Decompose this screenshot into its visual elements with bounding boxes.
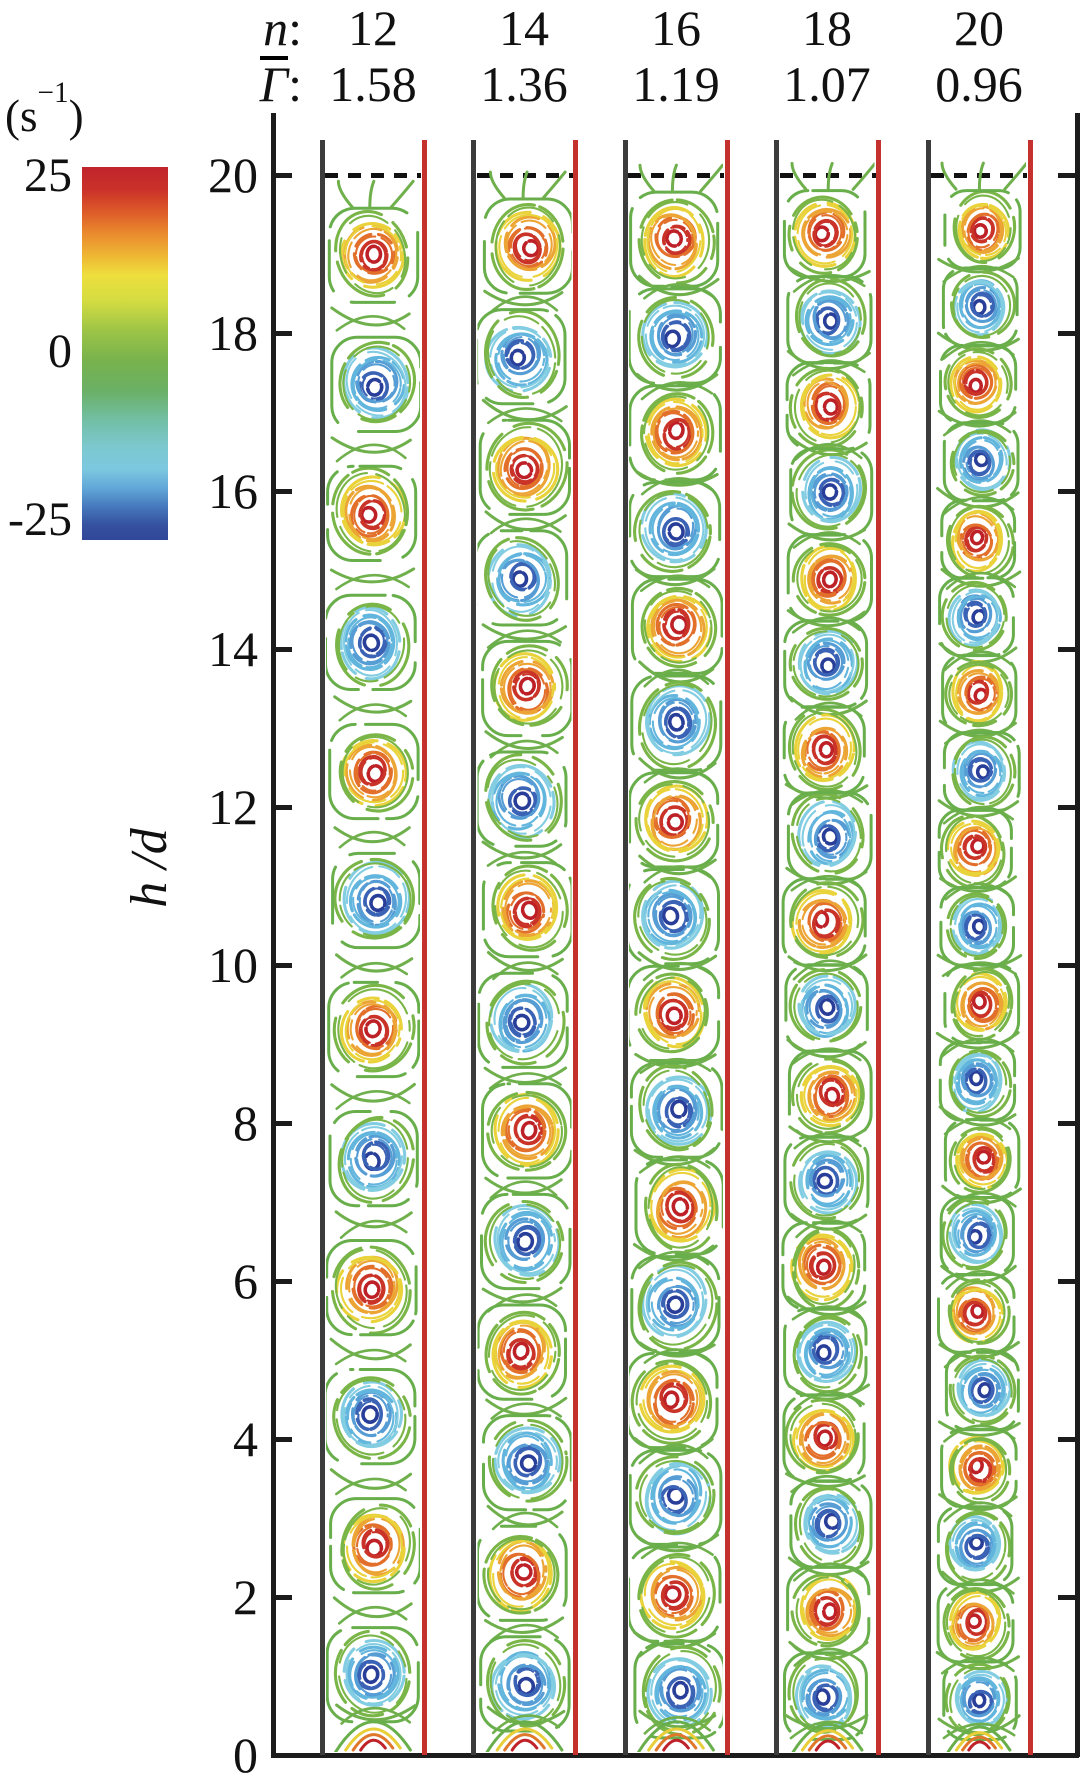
y-tick-left [275,1120,292,1126]
y-tick-right [1058,804,1075,810]
y-tick-left [275,962,292,968]
column-wall-red [724,140,730,1755]
panel-gamma-value-5: 0.96 [935,56,1023,112]
y-tick-label: 0 [233,1727,258,1779]
n-symbol: n [263,0,289,56]
column-wall-black [471,140,476,1755]
y-tick-right [1058,646,1075,652]
panel-gamma-value-2: 1.36 [480,56,568,112]
panel-n-value-4: 18 [802,0,852,56]
y-tick-right [1058,1278,1075,1284]
surface-dashed-line [325,172,421,178]
y-tick-left [275,172,292,178]
n-colon: : [288,0,302,56]
y-tick-label: 12 [208,779,258,835]
column-wall-red [573,140,578,1755]
panel-gamma-value-3: 1.19 [632,56,720,112]
panel-n-value-5: 20 [954,0,1004,56]
y-tick-label: 10 [208,937,258,993]
gamma-colon: : [288,56,302,112]
colorbar-unit-open: (s [5,91,38,141]
column-wall-red [421,140,427,1755]
x-axis-line-bottom [271,1753,1079,1758]
surface-dashed-line [628,172,724,178]
y-tick-label: 6 [233,1253,258,1309]
streamline-art-panel-5 [935,161,1026,1752]
streamline-art-panel-3 [629,163,723,1752]
y-tick-right [1058,172,1075,178]
y-tick-right [1058,330,1075,336]
y-tick-right [1058,488,1075,494]
y-tick-label: 4 [233,1411,258,1467]
column-wall-red [1027,140,1033,1755]
colorbar-tick-zero: 0 [48,325,72,378]
y-tick-left [275,646,292,652]
y-tick-label: 2 [233,1569,258,1625]
y-tick-right [1058,1436,1075,1442]
panel-n-value-2: 14 [499,0,549,56]
streamline-art-panel-2 [477,170,572,1752]
y-tick-left [275,330,292,336]
y-tick-left [275,488,292,494]
column-wall-black [925,140,931,1755]
y-tick-label: 16 [208,463,258,519]
column-wall-black [622,140,628,1755]
colorbar-unit-label: (s−1) [5,77,84,141]
panel-n-value-3: 16 [651,0,701,56]
streamline-art-panel-4 [781,161,875,1752]
gamma-row-label: Γ: [259,56,302,112]
y-tick-label: 14 [208,621,258,677]
column-wall-black [774,140,779,1755]
colorbar-tick-min: -25 [8,493,72,546]
y-tick-left [275,804,292,810]
colorbar-unit-close: ) [68,91,84,141]
y-tick-label: 20 [208,147,258,203]
y-axis-line-right [1075,113,1080,1757]
y-tick-right [1058,962,1075,968]
gamma-bar-symbol: Γ [259,56,289,112]
surface-dashed-line [779,172,876,178]
panel-gamma-value-4: 1.07 [783,56,871,112]
streamline-art-panel-1 [326,179,420,1752]
column-wall-red [876,140,881,1755]
y-tick-left [275,1594,292,1600]
y-tick-label: 8 [233,1095,258,1151]
y-tick-right [1058,1594,1075,1600]
y-tick-left [275,1278,292,1284]
y-tick-right [1058,1752,1075,1758]
panel-n-value-1: 12 [348,0,398,56]
y-tick-left [275,1752,292,1758]
colorbar-tick-max: 25 [24,149,72,202]
y-tick-label: 18 [208,305,258,361]
n-row-label: n: [263,2,302,54]
panel-gamma-value-1: 1.58 [329,56,417,112]
colorbar-gradient [82,167,168,540]
colorbar-unit-exponent: −1 [37,76,69,109]
column-wall-black [319,140,325,1755]
y-tick-right [1058,1120,1075,1126]
y-tick-left [275,1436,292,1442]
y-axis-line-left [271,113,276,1757]
